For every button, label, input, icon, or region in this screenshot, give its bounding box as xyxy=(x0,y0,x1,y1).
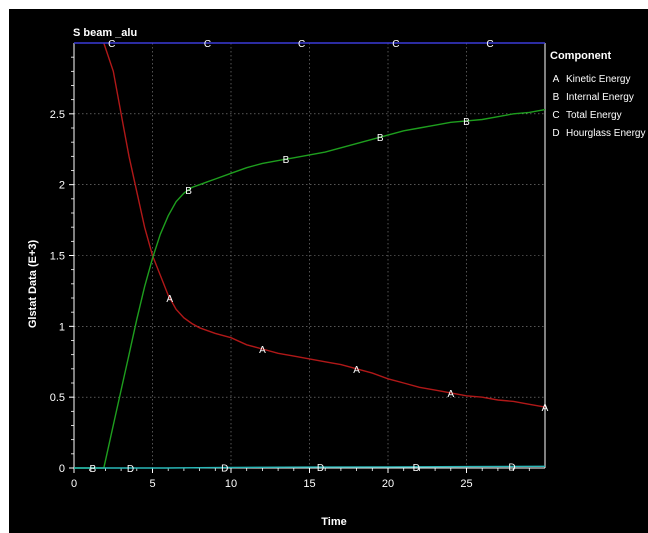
y-tick-label: 0.5 xyxy=(50,392,65,404)
series-marker-b: B xyxy=(283,155,290,166)
series-marker-c: C xyxy=(108,39,115,50)
series-marker-d: D xyxy=(317,463,324,474)
series-marker-c: C xyxy=(298,39,305,50)
series-marker-b: B xyxy=(90,464,97,475)
x-tick-label: 20 xyxy=(382,478,394,490)
y-tick-label: 0 xyxy=(59,463,65,475)
legend-marker-c: C xyxy=(552,110,559,121)
y-tick-label: 1 xyxy=(59,321,65,333)
x-tick-label: 10 xyxy=(225,478,237,490)
series-marker-b: B xyxy=(463,117,470,128)
legend-marker-d: D xyxy=(552,128,559,139)
y-tick-label: 2.5 xyxy=(50,109,65,121)
chart-title: S beam _alu xyxy=(73,27,137,39)
series-marker-a: A xyxy=(542,403,549,414)
legend-marker-a: A xyxy=(553,74,560,85)
y-tick-label: 2 xyxy=(59,180,65,192)
series-marker-b: B xyxy=(185,186,192,197)
series-marker-d: D xyxy=(508,462,515,473)
y-tick-label: 1.5 xyxy=(50,251,65,263)
legend-label-d: Hourglass Energy xyxy=(566,128,645,139)
x-tick-label: 25 xyxy=(460,478,472,490)
x-tick-label: 0 xyxy=(71,478,77,490)
legend-label-c: Total Energy xyxy=(566,110,622,121)
series-marker-a: A xyxy=(353,365,360,376)
series-marker-a: A xyxy=(166,294,173,305)
series-line-a xyxy=(103,42,546,408)
legend: A Kinetic Energy B Internal Energy C Total En… xyxy=(552,74,645,139)
legend-title: Component xyxy=(550,50,611,62)
series-marker-c: C xyxy=(204,39,211,50)
series-marker-c: C xyxy=(392,39,399,50)
legend-marker-b: B xyxy=(553,92,560,103)
series-line-d xyxy=(74,465,546,469)
series-marker-d: D xyxy=(127,464,134,475)
series-marker-d: D xyxy=(221,463,228,474)
y-axis-label: Glstat Data (E+3) xyxy=(27,240,39,329)
legend-label-a: Kinetic Energy xyxy=(566,74,630,85)
series-markers: A A A A A B B B B B C C C C C D D D D D xyxy=(90,39,549,475)
series-lines xyxy=(74,42,546,469)
legend-label-b: Internal Energy xyxy=(566,92,634,103)
series-line-b xyxy=(74,108,546,469)
axes: 0 5 10 15 20 25 0 0.5 1 1.5 2 2.5 xyxy=(50,43,546,490)
x-axis-label: Time xyxy=(321,516,346,528)
series-marker-d: D xyxy=(413,463,420,474)
series-marker-a: A xyxy=(259,345,266,356)
series-marker-b: B xyxy=(377,133,384,144)
x-tick-label: 15 xyxy=(303,478,315,490)
series-marker-c: C xyxy=(486,39,493,50)
grid xyxy=(74,43,545,468)
series-marker-a: A xyxy=(447,389,454,400)
x-tick-label: 5 xyxy=(149,478,155,490)
